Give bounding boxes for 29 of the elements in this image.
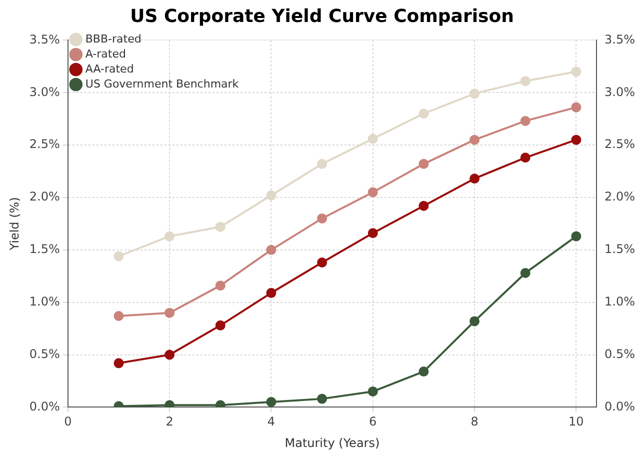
chart-title: US Corporate Yield Curve Comparison [129,6,515,29]
legend-label: AA-rated [85,62,134,76]
x-tick-label: 0 [64,414,72,429]
y-tick-label: 0.0% [29,399,60,414]
y2-tick-label: 2.0% [604,190,636,204]
y2-tick-label: 3.0% [604,84,636,99]
x-tick-label: 2 [166,414,174,429]
x-tick-label: 8 [470,414,478,429]
y-tick-label: 3.5% [29,32,60,46]
y-tick-label: 0.5% [29,346,60,361]
y-tick-label: 1.5% [29,242,60,256]
y-tick-label: 3.0% [29,84,60,99]
legend-label: A-rated [85,47,126,60]
y2-tick-label: 0.5% [604,346,636,361]
y2-tick-label: 1.5% [604,242,636,256]
x-tick-label: 6 [369,414,377,429]
y-tick-label: 2.5% [29,137,60,152]
y2-tick-label: 1.0% [604,294,636,308]
y2-tick-label: 2.5% [604,137,636,152]
y2-tick-label: 3.5% [604,32,636,46]
y-axis-title: Yield (%) [7,197,22,252]
x-axis-title: Maturity (Years) [284,436,380,450]
legend-label: US Government Benchmark [85,77,240,90]
x-tick-label: 4 [267,414,276,429]
x-tick-label: 10 [568,414,584,429]
y-tick-label: 2.0% [29,190,60,204]
y2-tick-label: 0.0% [604,399,636,414]
y-tick-label: 1.0% [29,294,60,308]
legend-label: BBB-rated [85,32,142,46]
